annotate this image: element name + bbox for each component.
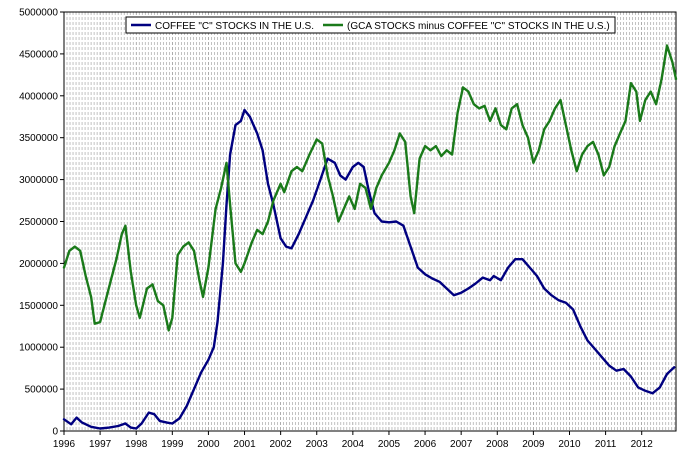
x-tick-label: 2008: [486, 439, 509, 450]
x-tick-label: 1998: [125, 439, 148, 450]
x-tick-label: 2002: [270, 439, 293, 450]
series-line-gca-minus-c: [62, 44, 678, 332]
y-tick-label: 1500000: [19, 301, 58, 312]
plot-frame: [63, 11, 677, 432]
y-tick-label: 2000000: [19, 259, 58, 270]
x-axis: 1996 1997 1998 1999 2000 2001 2002 2003 2004 2005…: [53, 431, 653, 450]
series-line-coffee-c: [62, 108, 676, 430]
x-tick-label: 2003: [306, 439, 329, 450]
x-tick-label: 2011: [595, 439, 617, 450]
x-tick-label: 2000: [197, 439, 220, 450]
y-tick-label: 3500000: [19, 133, 58, 144]
x-tick-label: 2012: [631, 439, 654, 450]
legend-label-coffee-c: COFFEE "C" STOCKS IN THE U.S.: [155, 21, 314, 32]
y-tick-label: 0: [52, 427, 58, 438]
x-tick-label: 1996: [53, 439, 76, 450]
x-tick-label: 1997: [89, 439, 112, 450]
y-tick-label: 500000: [25, 385, 59, 396]
x-tick-label: 2004: [342, 439, 365, 450]
x-tick-label: 2001: [233, 439, 256, 450]
series-layer: [62, 44, 678, 430]
x-tick-label: 1999: [161, 439, 184, 450]
vertical-grid: [66, 12, 676, 431]
y-tick-label: 1000000: [19, 343, 58, 354]
x-tick-label: 2010: [558, 439, 581, 450]
y-tick-label: 3000000: [19, 175, 58, 186]
x-tick-label: 2005: [378, 439, 401, 450]
legend-box: [125, 16, 616, 34]
x-tick-label: 2006: [414, 439, 437, 450]
y-tick-label: 2500000: [19, 217, 58, 228]
x-tick-label: 2007: [450, 439, 473, 450]
y-tick-label: 4500000: [19, 49, 58, 60]
x-tick-label: 2009: [522, 439, 545, 450]
y-axis: 0 500000 1000000 1500000 2000000 2500000 30000…: [19, 8, 64, 438]
y-tick-label: 4000000: [19, 91, 58, 102]
legend: COFFEE "C" STOCKS IN THE U.S. (GCA STOCK…: [125, 16, 616, 34]
legend-label-gca-minus-c: (GCA STOCKS minus COFFEE "C" STOCKS IN T…: [347, 21, 610, 32]
y-tick-label: 5000000: [19, 8, 58, 19]
